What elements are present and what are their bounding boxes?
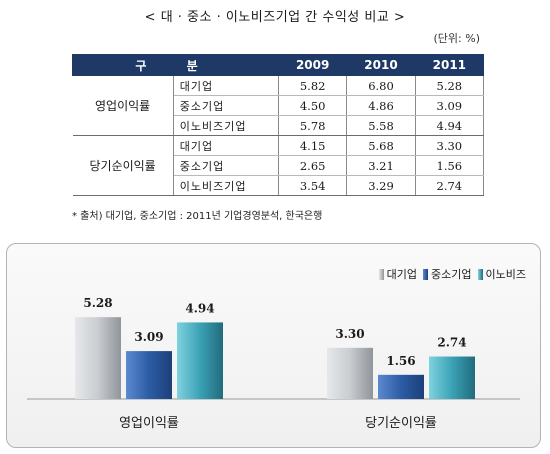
table-cell: 3.29	[346, 175, 416, 196]
legend-swatch	[423, 268, 429, 280]
category-label-0: 영업이익률	[119, 416, 179, 431]
bar-1-0	[327, 347, 373, 399]
table-cell: 5.58	[346, 115, 416, 136]
table-cell: 6.80	[346, 75, 416, 96]
page-title: < 대 · 중소 · 이노비즈기업 간 수익성 비교 >	[144, 10, 406, 25]
bar-1-1	[378, 374, 424, 399]
category-label-1: 당기순이익률	[365, 416, 437, 431]
unit-label: (단위: %)	[433, 32, 480, 45]
table-cell: 5.82	[278, 75, 348, 96]
bar-1-2	[429, 356, 475, 399]
data-label-1-2: 2.74	[437, 336, 466, 350]
table-cell: 2.65	[278, 155, 348, 176]
row-label: 이노비즈기업	[173, 115, 280, 136]
table-cell: 5.78	[278, 115, 348, 136]
legend-swatch	[477, 268, 483, 280]
row-label: 대기업	[173, 75, 280, 96]
table-cell: 5.28	[415, 75, 485, 96]
table-row: 영업이익률 대기업 5.82 6.80 5.28	[72, 75, 485, 136]
table-cell: 4.50	[278, 95, 348, 116]
header-year-2010: 2010	[346, 54, 416, 76]
legend-label: 중소기업	[431, 268, 472, 281]
row-label: 이노비즈기업	[173, 175, 280, 196]
chart-legend: 대기업 중소기업 이노비즈	[378, 266, 526, 282]
bar-chart: 5.28 3.09 4.94 영업이익률 3.30 1.56 2.74 당기순이익률	[27, 296, 520, 431]
table-cell: 3.09	[415, 95, 485, 116]
table-row: 당기순이익률 대기업 4.15 5.68 3.30	[72, 135, 485, 196]
bar-0-2	[177, 322, 223, 399]
table-cell: 1.56	[415, 155, 485, 176]
table-row: 이노비즈기업 5.78 5.58 4.94	[73, 115, 485, 136]
bar-0-1	[126, 351, 172, 399]
legend-item-sme: 중소기업	[423, 266, 472, 282]
table-row: 중소기업 2.65 3.21 1.56	[73, 155, 485, 176]
row-label: 중소기업	[173, 155, 280, 176]
table-header-row: 구 분 2009 2010 2011	[72, 54, 485, 76]
source-note: * 출처) 대기업, 중소기업 : 2011년 기업경영분석, 한국은행	[72, 211, 323, 222]
legend-label: 대기업	[386, 268, 418, 281]
table-cell: 5.68	[346, 135, 416, 156]
row-label: 중소기업	[173, 95, 280, 116]
data-label-0-0: 5.28	[83, 296, 112, 310]
table-cell: 2.74	[415, 175, 485, 196]
profitability-table: 구 분 2009 2010 2011 영업이익률 대기업 5.82 6.80 5…	[72, 54, 485, 196]
bar-0-0	[75, 317, 121, 399]
data-label-0-1: 3.09	[134, 330, 163, 344]
header-category: 구 분	[72, 54, 279, 76]
data-label-1-0: 3.30	[335, 327, 364, 341]
group-net-margin: 당기순이익률	[72, 135, 174, 196]
table-row: 중소기업 4.50 4.86 3.09	[73, 95, 485, 116]
table-cell: 4.94	[415, 115, 485, 136]
table-cell: 4.15	[278, 135, 348, 156]
legend-item-large: 대기업	[378, 266, 418, 282]
table-cell: 3.21	[346, 155, 416, 176]
legend-swatch	[378, 268, 384, 280]
bar-chart-panel: 5.28 3.09 4.94 영업이익률 3.30 1.56 2.74 당기순이익률 대기업 …	[6, 243, 541, 448]
header-year-2009: 2009	[277, 54, 348, 76]
group-operating-margin: 영업이익률	[72, 75, 174, 136]
legend-label: 이노비즈	[485, 268, 526, 281]
table-row: 이노비즈기업 3.54 3.29 2.74	[73, 175, 485, 196]
table-cell: 4.86	[346, 95, 416, 116]
table-cell: 3.54	[278, 175, 348, 196]
data-label-0-2: 4.94	[185, 301, 214, 315]
header-year-2011: 2011	[414, 54, 485, 76]
legend-item-innobiz: 이노비즈	[477, 266, 526, 282]
row-label: 대기업	[173, 135, 280, 156]
table-cell: 3.30	[415, 135, 485, 156]
data-label-1-1: 1.56	[386, 354, 415, 368]
